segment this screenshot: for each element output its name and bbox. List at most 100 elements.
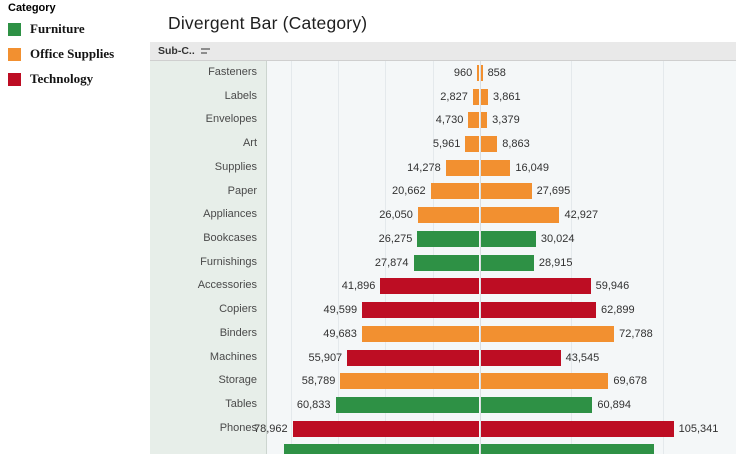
value-label-left: 26,050 <box>379 209 413 222</box>
row-label[interactable]: Storage <box>218 374 257 387</box>
column-header[interactable]: Sub-C.. <box>150 42 736 61</box>
bar-right[interactable] <box>481 159 511 176</box>
bar-right[interactable] <box>481 88 489 105</box>
bar-right[interactable] <box>481 278 591 295</box>
value-label-right: 3,861 <box>493 90 521 103</box>
legend-item-office-supplies[interactable]: Office Supplies <box>8 46 148 62</box>
value-label-left: 49,683 <box>323 327 357 340</box>
value-label-left: 58,789 <box>301 375 336 388</box>
gridline <box>290 61 292 454</box>
bar-left[interactable] <box>477 64 480 81</box>
category-legend: Category Furniture Office Supplies Techn… <box>8 2 148 96</box>
row-label[interactable]: Appliances <box>203 208 257 221</box>
gridline <box>571 61 573 454</box>
value-label-left: 55,907 <box>308 351 343 364</box>
bar-left[interactable] <box>340 373 480 390</box>
bar-right[interactable] <box>481 112 488 129</box>
value-label-left: 960 <box>453 66 473 79</box>
row-label[interactable]: Bookcases <box>203 232 257 245</box>
bar-left[interactable] <box>347 349 480 366</box>
row-label[interactable]: Tables <box>225 398 257 411</box>
value-label-left: 78,962 <box>253 422 288 435</box>
row-label-column <box>150 61 267 454</box>
legend-title: Category <box>8 2 56 14</box>
value-label-right: 16,049 <box>515 161 549 174</box>
bar-left[interactable] <box>468 112 480 129</box>
bar-right[interactable] <box>481 349 561 366</box>
value-label-right: 105,341 <box>678 422 719 435</box>
bar-left[interactable] <box>361 325 480 342</box>
bar-right[interactable] <box>481 302 596 319</box>
value-label-right: 60,894 <box>597 398 631 411</box>
bar-left[interactable] <box>445 159 480 176</box>
legend-item-technology[interactable]: Technology <box>8 71 148 87</box>
office-supplies-color-swatch-icon <box>8 47 21 61</box>
gridline <box>662 61 664 454</box>
row-label[interactable]: Copiers <box>219 303 257 316</box>
row-label[interactable]: Binders <box>219 326 257 339</box>
value-label-right: 72,788 <box>619 327 653 340</box>
zero-axis-line <box>479 61 481 454</box>
legend-item-label: Technology <box>30 71 94 86</box>
furniture-color-swatch-icon <box>8 22 21 36</box>
value-label-left: 60,833 <box>296 398 331 411</box>
bar-left[interactable] <box>417 230 480 247</box>
value-label-left: 4,730 <box>435 114 464 127</box>
bar-right[interactable] <box>481 254 534 271</box>
value-label-right: 62,899 <box>601 304 635 317</box>
value-label-left: 27,874 <box>374 256 409 269</box>
bar-left[interactable] <box>380 278 480 295</box>
bar-left[interactable] <box>417 207 480 224</box>
legend-item-furniture[interactable]: Furniture <box>8 21 148 37</box>
legend-item-label: Office Supplies <box>30 46 115 61</box>
value-label-right: 42,927 <box>564 209 599 222</box>
row-label[interactable]: Envelopes <box>205 113 257 126</box>
divergent-bar-chart: Fasteners 960 858 Labels 2,827 3,861 Envelopes… <box>150 61 736 454</box>
row-label[interactable]: Furnishings <box>200 255 257 268</box>
value-label-right: 8,863 <box>502 138 530 151</box>
bar-right[interactable] <box>481 325 615 342</box>
bar-right[interactable] <box>481 183 532 200</box>
row-label[interactable]: Phones <box>219 421 257 434</box>
technology-color-swatch-icon <box>8 72 21 86</box>
bar-right[interactable] <box>481 444 654 454</box>
gridline <box>338 61 339 454</box>
row-label[interactable]: Machines <box>209 350 257 363</box>
bar-left[interactable] <box>430 183 480 200</box>
bar-right[interactable] <box>481 207 560 224</box>
bar-left[interactable] <box>472 88 480 105</box>
bar-right[interactable] <box>481 64 483 81</box>
sort-descending-icon[interactable] <box>200 48 210 54</box>
column-header-label: Sub-C.. <box>158 45 195 57</box>
bar-left[interactable] <box>413 254 480 271</box>
row-label[interactable]: Accessories <box>197 279 257 292</box>
bar-right[interactable] <box>481 230 536 247</box>
row-label[interactable]: Paper <box>227 184 257 197</box>
gridline <box>385 61 387 454</box>
value-label-left: 5,961 <box>432 138 461 151</box>
bar-left[interactable] <box>335 396 480 413</box>
value-label-left: 41,896 <box>341 280 376 293</box>
bar-left[interactable] <box>292 420 480 437</box>
value-label-left: 20,662 <box>391 185 426 198</box>
value-label-right: 59,946 <box>595 280 630 293</box>
value-label-left: 49,599 <box>323 304 358 317</box>
value-label-left: 14,278 <box>407 161 441 174</box>
row-label[interactable]: Labels <box>224 89 257 102</box>
bar-right[interactable] <box>481 373 609 390</box>
value-label-right: 858 <box>487 66 506 79</box>
value-label-left: 26,275 <box>378 232 413 245</box>
bar-left[interactable] <box>362 302 480 319</box>
bar-right[interactable] <box>481 136 498 153</box>
row-label[interactable]: Art <box>242 137 257 150</box>
legend-item-label: Furniture <box>30 21 85 36</box>
row-label[interactable]: Fasteners <box>208 66 257 78</box>
value-label-right: 28,915 <box>538 256 573 269</box>
bar-right[interactable] <box>481 420 674 437</box>
bar-left[interactable] <box>465 136 480 153</box>
row-label[interactable]: Supplies <box>214 160 257 173</box>
bar-left[interactable] <box>284 444 480 454</box>
value-label-right: 3,379 <box>492 114 520 127</box>
bar-right[interactable] <box>481 396 593 413</box>
value-label-right: 27,695 <box>536 185 571 198</box>
